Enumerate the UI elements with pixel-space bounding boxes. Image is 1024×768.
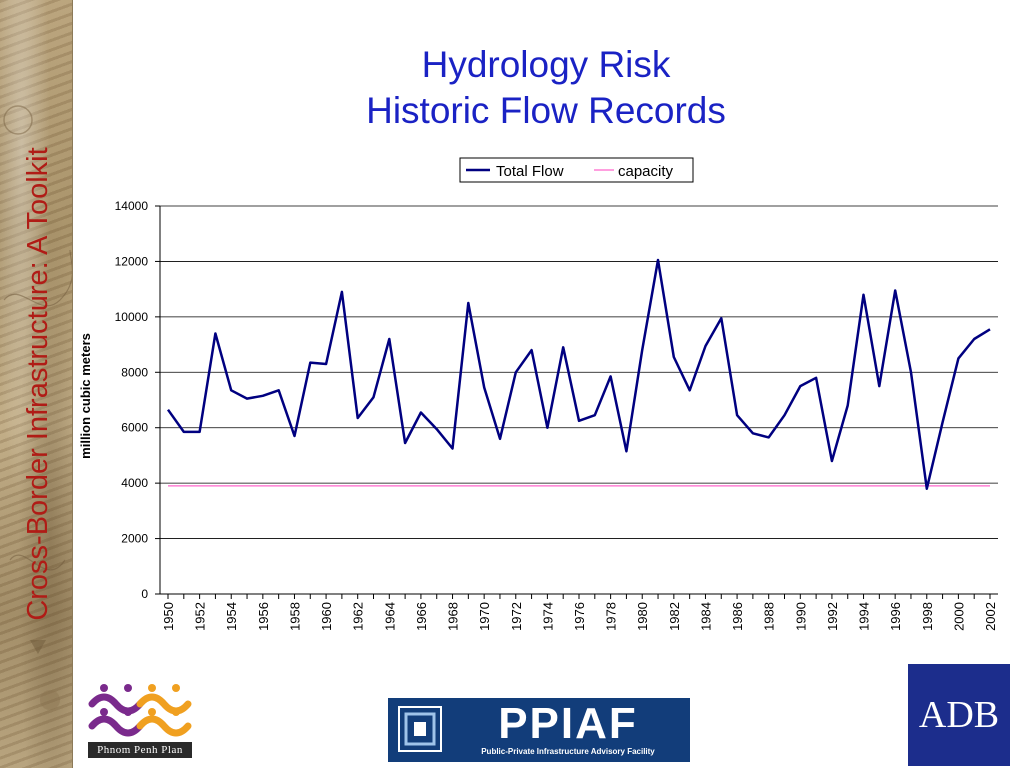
map-texture — [3, 105, 72, 710]
y-tick-label: 4000 — [121, 476, 148, 490]
ppiaf-logo: PPIAF Public-Private Infrastructure Advi… — [388, 698, 690, 762]
x-tick-label: 1998 — [920, 602, 935, 631]
x-tick-label: 1958 — [287, 602, 302, 631]
plot-area: 0 2000 4000 6000 8000 10000 12000 14000 1950 1952… — [115, 199, 998, 631]
y-tick-label: 2000 — [121, 532, 148, 546]
x-tick-label: 1986 — [730, 602, 745, 631]
phnom-penh-plan-logo — [88, 684, 192, 737]
y-tick-label: 0 — [141, 587, 148, 601]
legend-label-total-flow: Total Flow — [496, 163, 564, 180]
ppiaf-name: PPIAF — [498, 699, 638, 748]
chart-legend: Total Flow capacity — [459, 157, 694, 183]
sidebar-title: Cross-Border Infrastructure: A Toolkit — [22, 147, 54, 621]
y-tick-label: 8000 — [121, 365, 148, 379]
x-tick-label: 1978 — [604, 602, 619, 631]
x-tick-label: 1950 — [161, 602, 176, 631]
x-tick-label: 1970 — [477, 602, 492, 631]
x-tick-label: 1976 — [572, 602, 587, 631]
x-tick-label: 1992 — [825, 602, 840, 631]
x-tick-label: 1990 — [793, 602, 808, 631]
x-tick-label: 1964 — [382, 602, 397, 631]
x-tick-label: 1954 — [224, 602, 239, 631]
x-tick-label: 2000 — [951, 602, 966, 631]
y-axis-label: million cubic meters — [78, 333, 93, 459]
x-tick-label: 2002 — [983, 602, 998, 631]
x-tick-label: 1966 — [414, 602, 429, 631]
flow-chart: Total Flow capacity million cubic meters… — [78, 157, 998, 631]
x-tick-label: 1974 — [540, 602, 555, 631]
page-title-line2: Historic Flow Records — [366, 90, 726, 131]
adb-logo-text: ADB — [918, 694, 1000, 736]
y-tick-label: 10000 — [115, 310, 149, 324]
series-line-total-flow — [166, 258, 991, 490]
y-tick-label: 12000 — [115, 254, 149, 268]
x-tick-label: 1960 — [319, 602, 334, 631]
x-tick-label: 1980 — [635, 602, 650, 631]
x-tick-label: 1984 — [698, 602, 713, 631]
y-tick-label: 6000 — [121, 421, 148, 435]
legend-box — [459, 157, 694, 183]
page-title: Hydrology Risk Historic Flow Records — [330, 42, 762, 134]
phnom-penh-plan-label: Phnom Penh Plan — [88, 742, 192, 758]
x-tick-label: 1988 — [762, 602, 777, 631]
adb-logo: ADB — [908, 664, 1010, 766]
x-tick-label: 1956 — [256, 602, 271, 631]
y-tick-label: 14000 — [115, 199, 149, 213]
x-tick-label: 1982 — [667, 602, 682, 631]
legend-label-capacity: capacity — [618, 163, 674, 180]
x-tick-label: 1996 — [888, 602, 903, 631]
x-tick-label: 1952 — [193, 602, 208, 631]
ppiaf-icon — [398, 706, 442, 752]
x-tick-label: 1962 — [351, 602, 366, 631]
x-tick-label: 1994 — [857, 602, 872, 631]
page-title-line1: Hydrology Risk — [421, 44, 671, 85]
ppiaf-subtitle: Public-Private Infrastructure Advisory F… — [481, 747, 655, 756]
x-tick-label: 1972 — [509, 602, 524, 631]
sidebar-banner: Cross-Border Infrastructure: A Toolkit — [0, 0, 73, 768]
x-tick-label: 1968 — [446, 602, 461, 631]
